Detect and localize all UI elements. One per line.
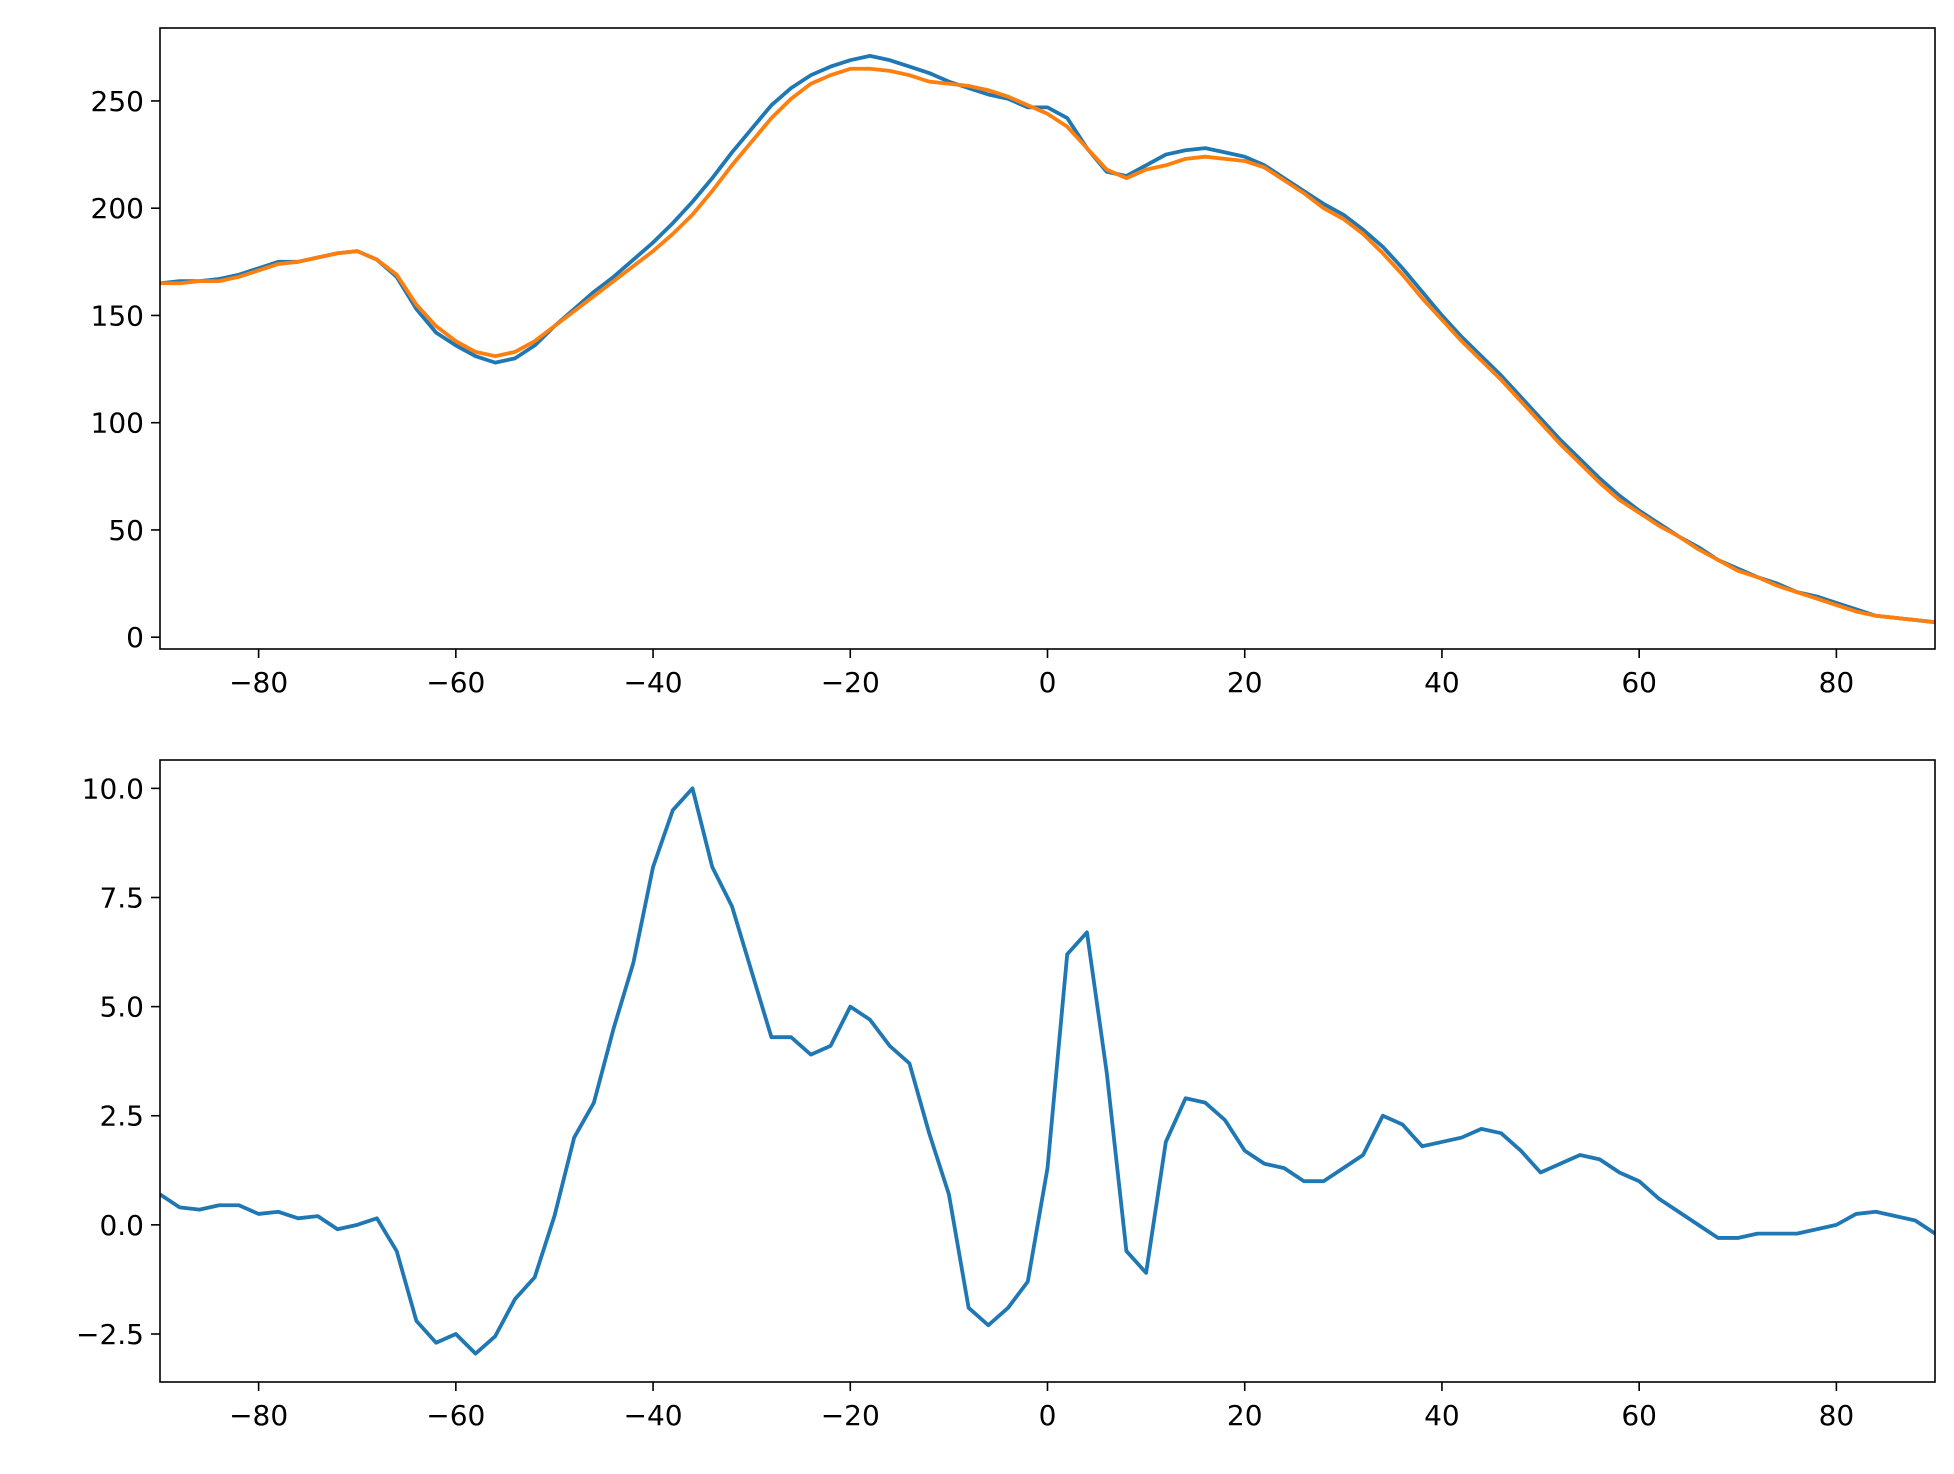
x-tick-label: −40 [624,666,683,699]
y-tick-label: −2.5 [76,1318,144,1351]
x-tick-label: −80 [229,1399,288,1432]
axes-frame [159,759,1936,1383]
x-tick-label: 80 [1819,1399,1855,1432]
series-line [160,786,1935,1356]
y-tick-label: 50 [108,514,144,547]
x-tick-label: 40 [1424,666,1460,699]
axes-frame [159,27,1936,650]
series-line [160,66,1935,625]
series-line [160,53,1935,625]
x-tick-label: −60 [426,1399,485,1432]
x-tick-label: −40 [624,1399,683,1432]
x-tick-label: 20 [1227,1399,1263,1432]
x-tick-label: −20 [821,666,880,699]
y-tick-label: 0.0 [99,1209,144,1242]
y-tick-label: 10.0 [82,772,144,805]
x-tick-label: −60 [426,666,485,699]
y-tick-label: 7.5 [99,881,144,914]
x-tick-label: −20 [821,1399,880,1432]
x-tick-label: 0 [1039,1399,1057,1432]
x-tick-label: −80 [229,666,288,699]
y-tick-label: 5.0 [99,991,144,1024]
x-tick-label: 60 [1621,666,1657,699]
x-tick-label: 40 [1424,1399,1460,1432]
y-tick-label: 0 [126,621,144,654]
y-tick-label: 2.5 [99,1100,144,1133]
x-tick-label: 20 [1227,666,1263,699]
y-tick-label: 100 [91,407,144,440]
x-tick-label: 80 [1819,666,1855,699]
y-tick-label: 200 [91,192,144,225]
x-tick-label: 60 [1621,1399,1657,1432]
y-tick-label: 250 [91,85,144,118]
y-tick-label: 150 [91,299,144,332]
x-tick-label: 0 [1039,666,1057,699]
